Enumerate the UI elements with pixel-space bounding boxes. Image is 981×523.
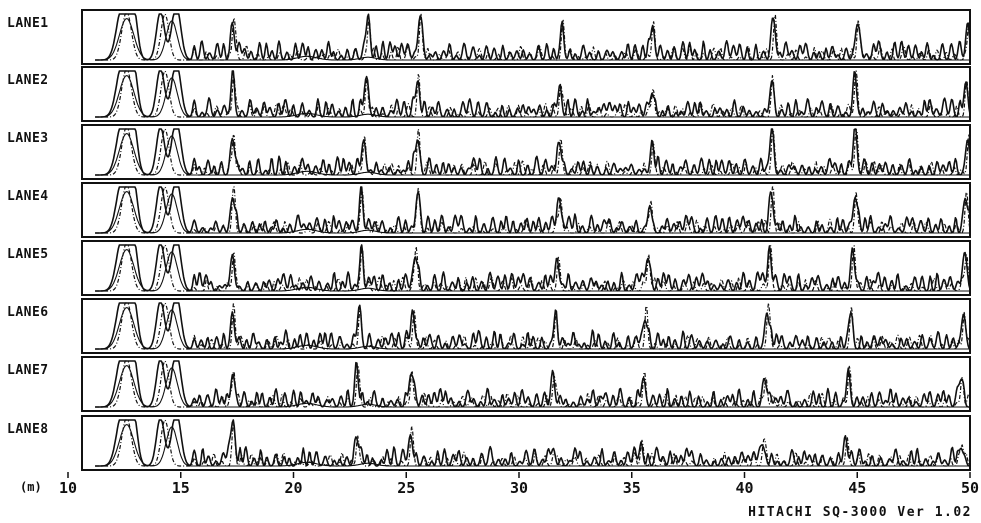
lane-3: LANE3 [7, 124, 971, 180]
lane-1: LANE1 [7, 9, 971, 65]
lane-trace-solid [95, 70, 971, 118]
lane-8: LANE8 [7, 415, 971, 471]
lane-label: LANE3 [7, 131, 49, 146]
lane-trace-solid [95, 302, 971, 350]
lane-trace-solid [95, 186, 971, 234]
lane-trace-solid [95, 419, 971, 467]
lane-trace-background [95, 133, 970, 176]
lane-label: LANE1 [7, 16, 49, 31]
lane-trace-solid [95, 244, 971, 292]
lane-trace-solid [95, 13, 971, 61]
lane-label: LANE6 [7, 305, 49, 320]
x-tick-label: 30 [510, 479, 528, 497]
lane-4: LANE4 [7, 182, 971, 238]
lane-trace-background [95, 365, 970, 408]
lane-frame [81, 415, 971, 471]
lane-trace-dashed [95, 70, 971, 118]
instrument-footer: HITACHI SQ-3000 Ver 1.02 [748, 505, 972, 520]
x-tick-label: 35 [623, 479, 641, 497]
lane-trace-dashed [95, 302, 971, 350]
x-tick-label: 25 [397, 479, 415, 497]
lane-7: LANE7 [7, 356, 971, 412]
lane-label: LANE8 [7, 422, 49, 437]
x-tick-label: 20 [284, 479, 302, 497]
lane-2: LANE2 [7, 66, 971, 122]
lane-5: LANE5 [7, 240, 971, 296]
lane-frame [81, 182, 971, 238]
lane-trace-solid [95, 128, 971, 176]
x-tick-label: 40 [735, 479, 753, 497]
lane-label: LANE2 [7, 73, 49, 88]
lane-frame [81, 240, 971, 296]
lane-label: LANE4 [7, 189, 49, 204]
x-tick-label: 10 [59, 479, 77, 497]
lane-label: LANE5 [7, 247, 49, 262]
lane-6: LANE6 [7, 298, 971, 354]
lane-trace-background [95, 424, 970, 467]
x-tick-label: 50 [961, 479, 979, 497]
x-axis-unit-label: (m) [20, 480, 42, 494]
x-tick-label: 15 [172, 479, 190, 497]
lane-frame [81, 298, 971, 354]
lane-frame [81, 356, 971, 412]
lane-trace-solid [95, 360, 970, 408]
x-axis: 10 15 20 25 30 35 40 45 50 [59, 472, 979, 497]
lane-trace-background [95, 307, 970, 350]
x-tick-label: 45 [848, 479, 866, 497]
lane-trace-background [95, 18, 970, 61]
lane-trace-dashed [95, 128, 971, 176]
lane-label: LANE7 [7, 363, 49, 378]
lanes-layer: LANE1 LANE2 LANE3 LANE4 LANE5 LANE6 LANE7 LANE8 [7, 9, 971, 471]
lane-frame [81, 66, 971, 122]
lane-trace-dashed [95, 360, 971, 408]
lane-trace-dashed [95, 13, 971, 61]
